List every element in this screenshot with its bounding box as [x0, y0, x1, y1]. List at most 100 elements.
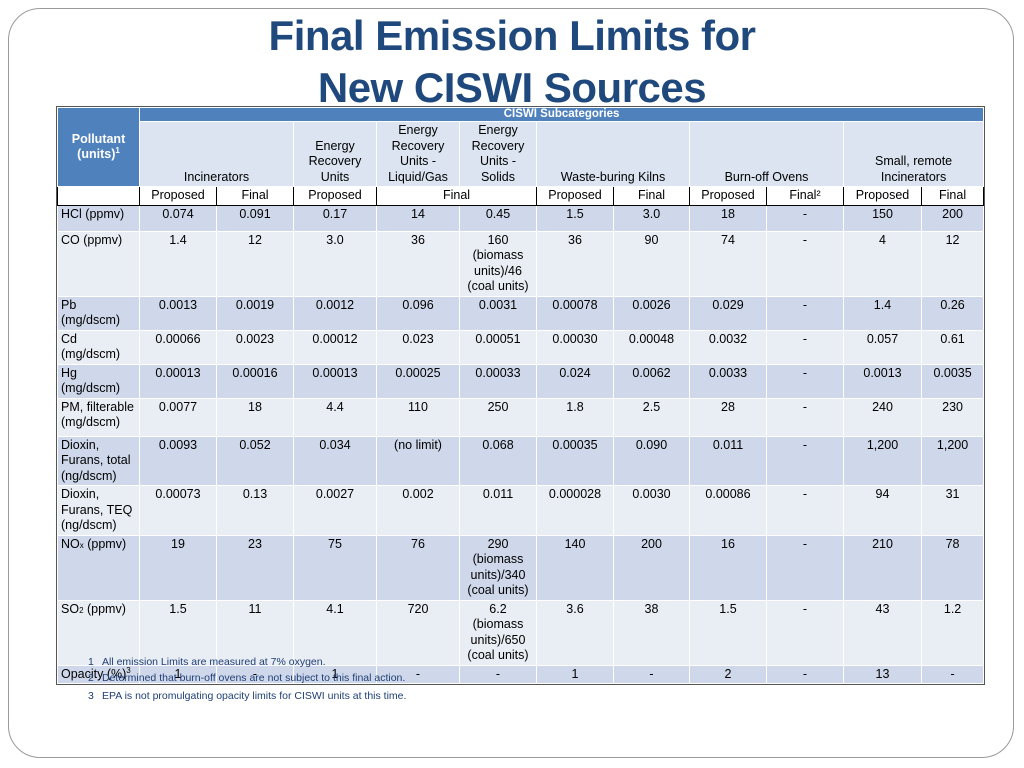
table-cell: - — [766, 329, 844, 365]
table-cell: - — [766, 397, 844, 437]
table-cell: 1,200 — [843, 435, 922, 486]
table-cell: 250 — [459, 397, 537, 437]
table-cell: 0.00033 — [459, 363, 537, 399]
col-eru-liquid-gas: Energy Recovery Units - Liquid/Gas — [376, 121, 460, 187]
table-cell: 200 — [613, 534, 690, 601]
table-cell: 74 — [689, 230, 767, 297]
table-cell: - — [766, 204, 844, 232]
table-cell: 0.0093 — [139, 435, 217, 486]
table-cell: 0.057 — [843, 329, 922, 365]
table-cell: 0.00066 — [139, 329, 217, 365]
table-cell: 0.00016 — [216, 363, 294, 399]
table-cell: 0.00035 — [536, 435, 614, 486]
table-cell: 6.2 (biomass units)/650 (coal units) — [459, 599, 537, 666]
table-cell: 3.6 — [536, 599, 614, 666]
table-row: PM, filterable (mg/dscm) 0.0077 18 4.4 110 25… — [57, 397, 985, 437]
table-cell: 0.068 — [459, 435, 537, 486]
table-cell: - — [216, 664, 294, 684]
table-cell: 0.00051 — [459, 329, 537, 365]
table-cell: 290 (biomass units)/340 (coal units) — [459, 534, 537, 601]
table-cell: 16 — [689, 534, 767, 601]
table-cell: 1.5 — [536, 204, 614, 232]
table-cell: 75 — [293, 534, 377, 601]
table-cell: 3.0 — [613, 204, 690, 232]
table-cell: 0.00073 — [139, 485, 217, 536]
pf-proposed: Proposed — [139, 186, 217, 206]
table-cell: 4.4 — [293, 397, 377, 437]
table-row: Pb (mg/dscm) 0.0013 0.0019 0.0012 0.096 0.003… — [57, 295, 985, 331]
table-cell: 1.5 — [689, 599, 767, 666]
table-cell: 1,200 — [920, 435, 985, 486]
col-small-remote-incinerators: Small, remote Incinerators — [842, 121, 985, 187]
table-cell: 0.0023 — [216, 329, 294, 365]
table-cell: 210 — [843, 534, 922, 601]
table-cell: 0.052 — [216, 435, 294, 486]
pf-final: Final — [376, 186, 537, 206]
table-cell: 0.61 — [920, 329, 985, 365]
table-row: Dioxin, Furans, total (ng/dscm) 0.0093 0.0… — [57, 435, 985, 486]
table-row: Cd (mg/dscm) 0.00066 0.0023 0.00012 0.023 0.0… — [57, 329, 985, 365]
table-cell: 0.0035 — [920, 363, 985, 399]
table-cell: 0.0019 — [216, 295, 294, 331]
table-cell: 0.00013 — [139, 363, 217, 399]
table-cell: - — [459, 664, 537, 684]
table-cell: 1.4 — [843, 295, 922, 331]
table-cell: - — [766, 295, 844, 331]
table-cell: 43 — [843, 599, 922, 666]
table-cell: 23 — [216, 534, 294, 601]
table-cell: - — [920, 664, 985, 684]
col-burn-off-ovens: Burn-off Ovens — [689, 121, 844, 187]
table-cell: 2 — [689, 664, 767, 684]
table-cell: 38 — [613, 599, 690, 666]
table-cell: 2.5 — [613, 397, 690, 437]
table-cell: 0.011 — [459, 485, 537, 536]
pf-proposed: Proposed — [536, 186, 614, 206]
pf-proposed: Proposed — [843, 186, 922, 206]
table-cell: 4.1 — [293, 599, 377, 666]
table-cell: 12 — [216, 230, 294, 297]
table-cell: 0.074 — [139, 204, 217, 232]
slide-title: Final Emission Limits for New CISWI Sour… — [0, 10, 1024, 114]
table-cell: 36 — [536, 230, 614, 297]
table-cell: 0.0077 — [139, 397, 217, 437]
table-cell: 1 — [536, 664, 614, 684]
table-cell: 140 — [536, 534, 614, 601]
row-label: PM, filterable (mg/dscm) — [57, 397, 140, 437]
table-cell: 0.13 — [216, 485, 294, 536]
footnote-2: 2 Determined that burn-off ovens are not … — [88, 671, 406, 684]
pf-final-ovens: Final² — [766, 186, 844, 206]
table-cell: 0.00048 — [613, 329, 690, 365]
table-cell: 720 — [376, 599, 460, 666]
table-cell: 0.091 — [216, 204, 294, 232]
table-cell: 4 — [843, 230, 922, 297]
table-row: NOx (ppmv) 19 23 75 76 290 (biomass units)/34… — [57, 534, 985, 601]
table-cell: 28 — [689, 397, 767, 437]
table-cell: 0.090 — [613, 435, 690, 486]
table-cell: (no limit) — [376, 435, 460, 486]
table-cell: 12 — [920, 230, 985, 297]
table-cell: 0.26 — [920, 295, 985, 331]
table-cell: 0.0033 — [689, 363, 767, 399]
table-row: Hg (mg/dscm) 0.00013 0.00016 0.00013 0.00025… — [57, 363, 985, 399]
pf-proposed: Proposed — [689, 186, 767, 206]
table-row: Dioxin, Furans, TEQ (ng/dscm) 0.00073 0.13… — [57, 485, 985, 536]
table-cell: 18 — [216, 397, 294, 437]
table-cell: 0.0031 — [459, 295, 537, 331]
pf-final: Final — [216, 186, 294, 206]
table-cell: - — [376, 664, 460, 684]
table-cell: 31 — [920, 485, 985, 536]
row-label: SO2 (ppmv) — [57, 599, 140, 666]
table-row: SO2 (ppmv) 1.5 11 4.1 720 6.2 (biomass units)… — [57, 599, 985, 666]
table-cell: 0.024 — [536, 363, 614, 399]
table-cell: 0.0062 — [613, 363, 690, 399]
table-cell: 0.096 — [376, 295, 460, 331]
table-cell: 0.000028 — [536, 485, 614, 536]
col-waste-burning-kilns: Waste-buring Kilns — [536, 121, 690, 187]
table-cell: 240 — [843, 397, 922, 437]
subcategories-header: CISWI Subcategories — [138, 107, 985, 122]
table-cell: 0.0026 — [613, 295, 690, 331]
table-cell: 0.00012 — [293, 329, 377, 365]
pf-final: Final — [613, 186, 690, 206]
row-label: CO (ppmv) — [57, 230, 140, 297]
emission-limits-table: Pollutant (units)1 CISWI Subcategories I… — [55, 106, 986, 685]
